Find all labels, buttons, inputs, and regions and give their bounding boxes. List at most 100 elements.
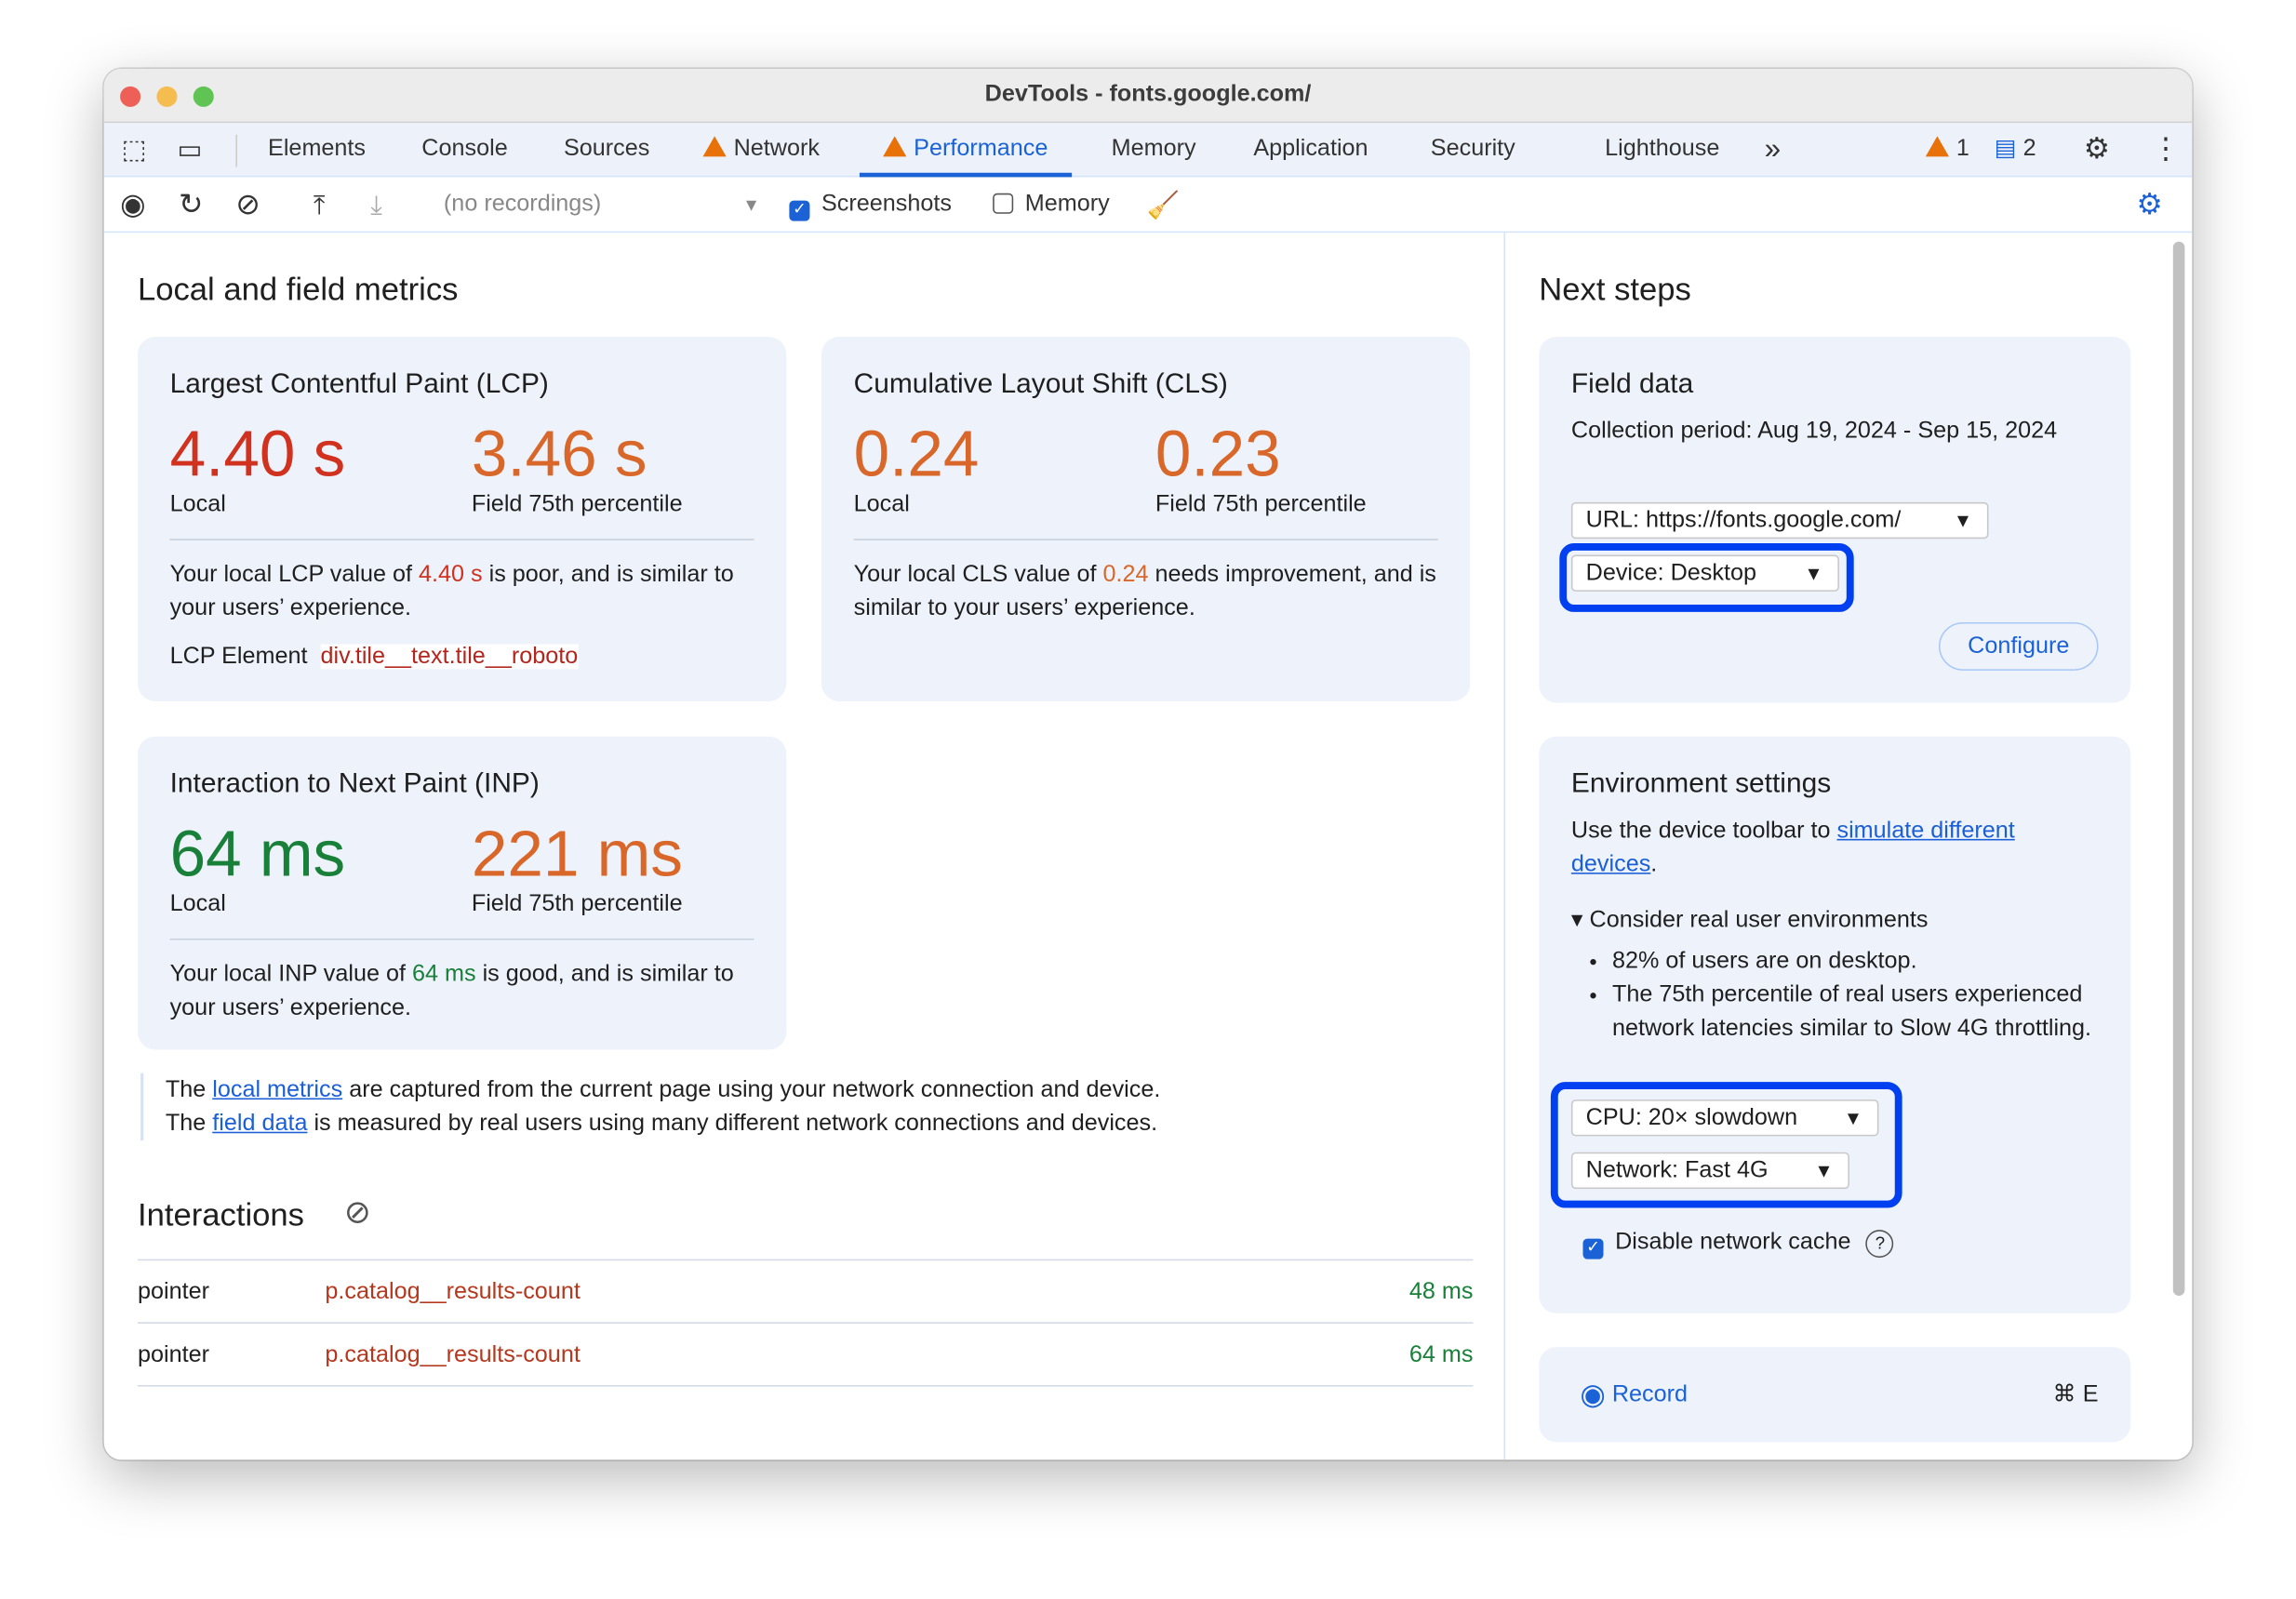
warning-icon — [883, 136, 907, 157]
interaction-row[interactable]: pointer p.catalog__results-count 48 ms — [137, 1260, 1474, 1324]
cls-field-value: 0.23 — [1155, 419, 1281, 491]
checkbox-icon: ✓ — [789, 200, 810, 221]
field-data-link[interactable]: field data — [212, 1111, 308, 1137]
local-label: Local — [169, 891, 226, 917]
more-tabs-button[interactable]: » — [1764, 133, 1782, 166]
field-label: Field 75th percentile — [471, 491, 683, 517]
minimize-window-button[interactable] — [156, 86, 178, 107]
field-label: Field 75th percentile — [1155, 491, 1367, 517]
interactions-title: Interactions — [137, 1195, 304, 1233]
record-icon: ◉ — [1580, 1379, 1606, 1412]
inp-local-value: 64 ms — [169, 818, 346, 890]
record-card: ◉ Record ⌘ E — [1539, 1347, 2131, 1443]
next-steps-panel: Next steps Field data Collection period:… — [1506, 233, 2168, 1460]
metrics-note: The local metrics are captured from the … — [140, 1073, 1160, 1141]
recordings-select[interactable]: (no recordings) ▼ — [444, 177, 760, 233]
warning-icon — [1925, 136, 1949, 157]
device-select[interactable]: Device: Desktop ▼ — [1570, 554, 1839, 592]
checkbox-icon — [993, 193, 1014, 214]
inp-title: Interaction to Next Paint (INP) — [169, 768, 540, 800]
local-label: Local — [853, 491, 910, 517]
cpu-throttling-select[interactable]: CPU: 20× slowdown ▼ — [1570, 1099, 1879, 1137]
tab-memory[interactable]: Memory — [1111, 136, 1196, 162]
upload-icon[interactable]: ⤒ — [313, 190, 326, 220]
disable-cache-checkbox[interactable]: ✓ Disable network cache ? — [1582, 1225, 2098, 1259]
garbage-collect-icon[interactable]: 🧹 — [1146, 190, 1180, 220]
settings-gear-icon[interactable]: ⚙ — [2083, 133, 2111, 166]
lcp-title: Largest Contentful Paint (LCP) — [169, 368, 549, 400]
tab-network[interactable]: Network — [702, 123, 820, 177]
clear-interactions-icon[interactable]: ⊘ — [343, 1193, 371, 1231]
local-label: Local — [169, 491, 226, 517]
configure-button[interactable]: Configure — [1938, 621, 2099, 671]
local-field-metrics-panel: Local and field metrics Largest Contentf… — [103, 233, 1506, 1460]
cls-card: Cumulative Layout Shift (CLS) 0.24 0.23 … — [821, 337, 1471, 701]
consider-real-users-toggle[interactable]: ▾ Consider real user environments — [1570, 907, 1929, 933]
lcp-card: Largest Contentful Paint (LCP) 4.40 s 3.… — [137, 337, 787, 701]
inp-field-value: 221 ms — [471, 818, 683, 890]
record-shortcut: ⌘ E — [2052, 1381, 2099, 1407]
network-throttling-select[interactable]: Network: Fast 4G ▼ — [1570, 1152, 1849, 1190]
capture-settings-icon[interactable]: ⚙ — [2136, 189, 2163, 221]
collection-period: Collection period: Aug 19, 2024 - Sep 15… — [1570, 419, 2058, 444]
list-item: The 75th percentile of real users experi… — [1612, 978, 2099, 1045]
message-icon: ▤ — [1994, 136, 2017, 162]
triangle-down-icon: ▾ — [1570, 907, 1583, 933]
lcp-field-value: 3.46 s — [471, 419, 647, 491]
record-icon[interactable]: ◉ — [120, 189, 146, 221]
tab-lighthouse[interactable]: Lighthouse — [1605, 136, 1720, 162]
warnings-counter[interactable]: 1 — [1925, 123, 1969, 177]
lcp-element: LCP Element div.tile__text.tile__roboto — [169, 644, 579, 670]
warning-icon — [702, 136, 727, 157]
lcp-local-value: 4.40 s — [169, 419, 346, 491]
url-select[interactable]: URL: https://fonts.google.com/▼ — [1570, 501, 1989, 540]
field-label: Field 75th percentile — [471, 891, 683, 917]
clear-icon[interactable]: ⊘ — [235, 189, 260, 221]
reload-record-icon[interactable]: ↻ — [179, 189, 204, 221]
lcp-element-link[interactable]: div.tile__text.tile__roboto — [320, 644, 579, 670]
close-window-button[interactable] — [120, 86, 141, 107]
highlight-box — [1550, 1082, 1902, 1208]
screenshots-checkbox[interactable]: ✓ Screenshots — [789, 177, 952, 233]
field-data-card: Field data Collection period: Aug 19, 20… — [1539, 337, 2131, 703]
window-title: DevTools - fonts.google.com/ — [984, 82, 1312, 107]
device-toolbar-icon[interactable]: ▭ — [177, 134, 203, 165]
simulate-devices-link[interactable]: simulate different devices — [1570, 818, 2015, 877]
maximize-window-button[interactable] — [193, 86, 214, 107]
inp-card: Interaction to Next Paint (INP) 64 ms 22… — [137, 736, 787, 1050]
chevron-down-icon: ▼ — [1953, 509, 1973, 532]
inp-description: Your local INP value of 64 ms is good, a… — [169, 962, 734, 1021]
inspect-element-icon[interactable]: ⬚ — [121, 134, 147, 165]
help-icon[interactable]: ? — [1865, 1230, 1894, 1259]
environment-settings-card: Environment settings Use the device tool… — [1539, 736, 2131, 1313]
tab-sources[interactable]: Sources — [563, 136, 650, 162]
local-metrics-link[interactable]: local metrics — [212, 1077, 343, 1103]
next-steps-title: Next steps — [1539, 271, 1691, 308]
memory-checkbox[interactable]: Memory — [993, 177, 1110, 233]
record-button[interactable]: ◉ Record — [1580, 1379, 1689, 1412]
cls-description: Your local CLS value of 0.24 needs impro… — [853, 562, 1436, 621]
chevron-down-icon: ▼ — [742, 194, 760, 216]
chevron-down-icon: ▼ — [1804, 562, 1823, 585]
cls-title: Cumulative Layout Shift (CLS) — [853, 368, 1228, 400]
interaction-row[interactable]: pointer p.catalog__results-count 64 ms — [137, 1324, 1474, 1387]
section-title: Local and field metrics — [137, 271, 459, 308]
tab-application[interactable]: Application — [1253, 136, 1368, 162]
chevron-down-icon: ▼ — [1843, 1106, 1863, 1129]
tab-console[interactable]: Console — [421, 136, 508, 162]
download-icon[interactable]: ⤓ — [370, 190, 382, 220]
checkbox-icon: ✓ — [1582, 1238, 1604, 1259]
panel-tab-bar: ⬚ ▭ Elements Console Sources Network Per… — [103, 123, 2193, 178]
environment-description: Use the device toolbar to simulate diffe… — [1570, 818, 2015, 877]
title-bar: DevTools - fonts.google.com/ — [103, 68, 2193, 124]
tab-elements[interactable]: Elements — [268, 136, 367, 162]
tab-performance[interactable]: Performance — [859, 123, 1072, 178]
scrollbar[interactable] — [2167, 233, 2193, 1460]
user-environment-list: 82% of users are on desktop. The 75th pe… — [1612, 944, 2099, 1046]
more-options-icon[interactable]: ⋮ — [2151, 133, 2181, 166]
chevron-down-icon: ▼ — [1814, 1159, 1834, 1182]
environment-title: Environment settings — [1570, 768, 1832, 800]
tab-security[interactable]: Security — [1430, 136, 1515, 162]
messages-counter[interactable]: ▤ 2 — [1994, 136, 2036, 162]
lcp-description: Your local LCP value of 4.40 s is poor, … — [169, 562, 734, 621]
